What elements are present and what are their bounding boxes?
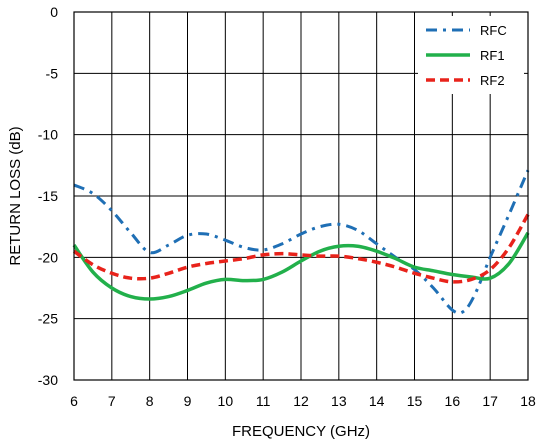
x-tick-label: 6 (70, 393, 78, 409)
series-line-rfc (73, 169, 530, 315)
x-tick-label: 17 (482, 393, 498, 409)
x-tick-label: 7 (108, 393, 116, 409)
y-tick-label: -25 (38, 311, 58, 327)
legend-label-rfc: RFC (480, 23, 507, 38)
y-tick-labels: 0 -5 -10 -15 -20 -25 -30 (38, 4, 58, 388)
x-tick-label: 10 (218, 393, 234, 409)
x-tick-label: 12 (293, 393, 309, 409)
x-tick-label: 16 (445, 393, 461, 409)
y-tick-label: -15 (38, 188, 58, 204)
x-tick-label: 13 (331, 393, 347, 409)
plot-frame (73, 11, 529, 381)
x-tick-label: 14 (369, 393, 385, 409)
y-tick-label: -10 (38, 127, 58, 143)
x-tick-labels: 6 7 8 9 10 11 12 13 14 15 16 17 18 (70, 393, 536, 409)
legend: RFC RF1 RF2 (418, 16, 524, 94)
series-lines (72, 169, 530, 315)
legend-label-rf2: RF2 (480, 73, 505, 88)
y-tick-label: 0 (50, 4, 58, 20)
y-tick-label: -30 (38, 372, 58, 388)
x-tick-label: 11 (256, 393, 271, 409)
x-tick-label: 18 (520, 393, 536, 409)
series-line-rf1 (72, 231, 530, 301)
y-tick-label: -5 (46, 65, 59, 81)
legend-label-rf1: RF1 (480, 48, 505, 63)
x-tick-label: 15 (407, 393, 423, 409)
y-axis-title: RETURN LOSS (dB) (7, 126, 24, 265)
x-tick-label: 9 (184, 393, 192, 409)
x-tick-label: 8 (146, 393, 154, 409)
y-tick-label: -20 (38, 249, 58, 265)
x-axis-title: FREQUENCY (GHz) (232, 423, 370, 440)
